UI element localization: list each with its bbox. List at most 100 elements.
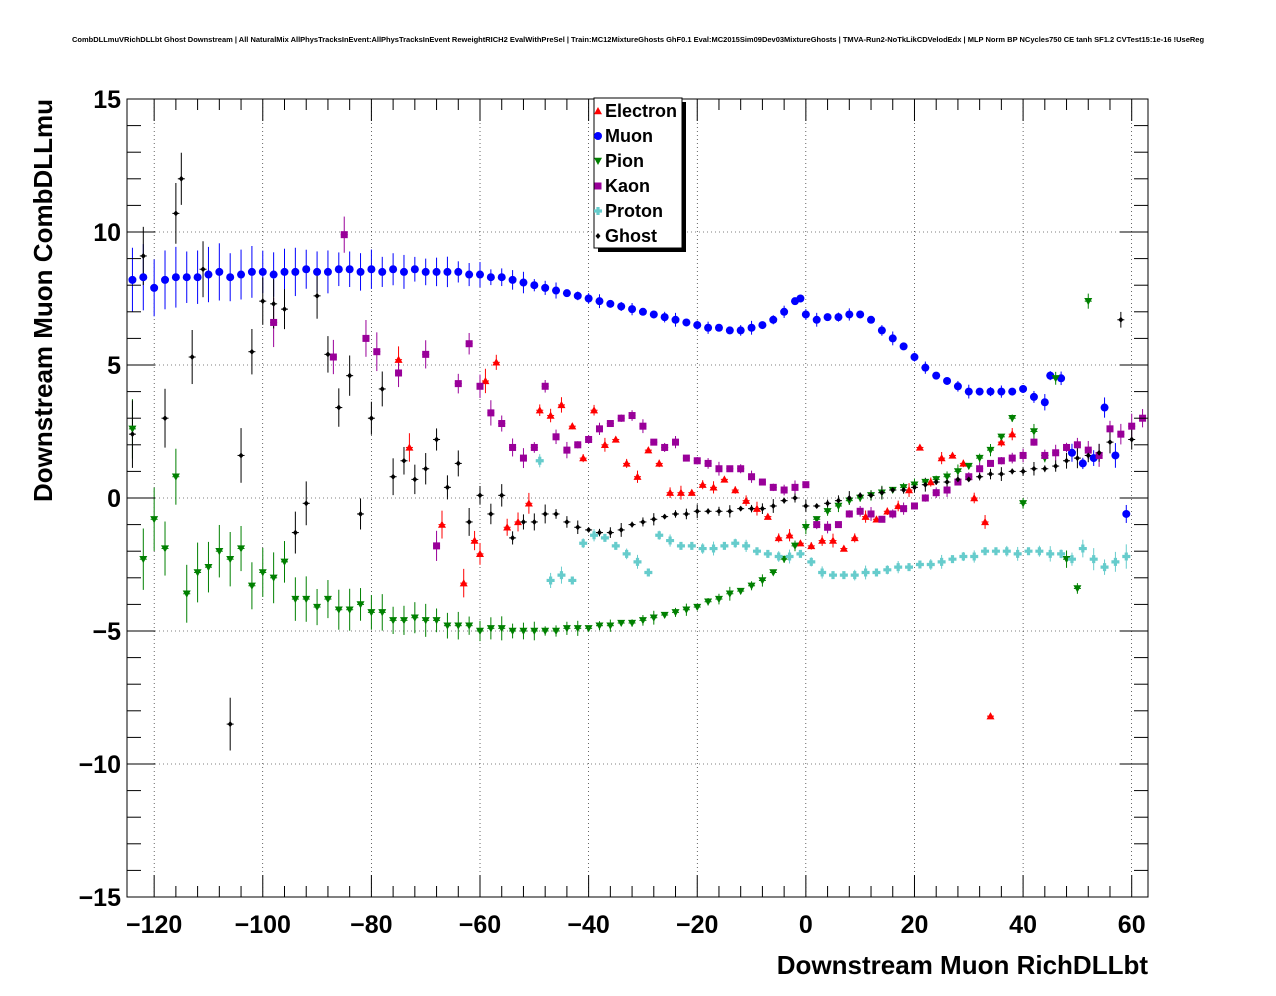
ghost-point — [792, 495, 798, 501]
kaon-point — [813, 521, 821, 529]
electron-point — [644, 446, 653, 454]
electron-point — [492, 358, 501, 366]
pion-point — [595, 622, 604, 630]
pion-point — [476, 627, 485, 635]
ghost-point — [1074, 455, 1080, 462]
pion-point — [801, 524, 810, 532]
legend-label: Ghost — [605, 226, 657, 246]
muon-point — [1122, 509, 1131, 518]
muon-point — [747, 323, 756, 332]
ghost-point — [683, 510, 689, 517]
electron-point — [742, 496, 751, 504]
legend-entry-proton: Proton — [594, 201, 663, 221]
ghost-point — [542, 510, 548, 517]
muon-point — [943, 376, 952, 385]
electron-point — [948, 451, 957, 459]
pion-point — [280, 558, 289, 566]
ghost-point — [662, 513, 668, 520]
ghost-point — [966, 476, 972, 483]
ghost-point — [1053, 463, 1059, 470]
ghost-point — [1064, 457, 1070, 464]
muon-point — [584, 294, 593, 303]
kaon-point — [433, 542, 441, 550]
kaon-point — [340, 231, 348, 239]
muon-point — [932, 371, 941, 380]
muon-point — [796, 294, 805, 303]
muon-point — [780, 307, 789, 316]
ghost-point — [1107, 439, 1113, 446]
pion-point — [432, 617, 441, 625]
ghost-point — [575, 524, 581, 531]
muon-point — [280, 267, 289, 276]
pion-point — [367, 609, 376, 617]
electron-point — [829, 536, 838, 544]
ghost-point — [238, 452, 244, 459]
electron-point — [839, 544, 848, 552]
muon-point — [508, 275, 517, 284]
ghost-point — [455, 460, 461, 467]
muon-point — [682, 318, 691, 327]
pion-point — [519, 627, 528, 635]
pion-point — [638, 617, 647, 625]
kaon-point — [661, 443, 669, 451]
proton-point — [622, 549, 631, 558]
proton-point — [568, 576, 577, 585]
x-tick-label: −40 — [567, 911, 609, 939]
pion-point — [128, 425, 137, 433]
pion-point — [193, 569, 202, 577]
muon-point — [356, 267, 365, 276]
proton-point — [818, 568, 827, 577]
proton-point — [872, 568, 881, 577]
pion-point — [1008, 415, 1017, 423]
ghost-point — [825, 500, 831, 507]
kaon-point — [748, 473, 756, 481]
electron-point — [590, 406, 599, 414]
y-tick-label: 15 — [93, 86, 121, 114]
ghost-point — [814, 502, 820, 509]
ghost-point — [520, 518, 526, 525]
y-tick-label: −5 — [92, 618, 121, 646]
proton-point — [915, 560, 924, 569]
muon-point — [714, 323, 723, 332]
kaon-point — [650, 438, 658, 446]
ghost-point — [868, 492, 874, 499]
muon-point — [182, 273, 191, 282]
proton-point — [600, 533, 609, 542]
ghost-point — [749, 505, 755, 512]
ghost-point — [347, 372, 353, 379]
proton-point — [991, 547, 1000, 556]
kaon-point — [682, 454, 690, 462]
kaon-point — [910, 502, 918, 510]
muon-point — [215, 267, 224, 276]
legend-marker-ghost — [595, 233, 601, 239]
legend-marker-muon — [594, 132, 602, 140]
kaon-point — [329, 353, 337, 361]
legend: Electron Muon Pion Kaon Proton Ghost — [593, 97, 686, 252]
muon-point — [910, 353, 919, 362]
pion-point — [671, 609, 680, 617]
x-tick-label: −100 — [235, 911, 291, 939]
muon-point — [834, 313, 843, 322]
pion-point — [964, 462, 973, 471]
muon-point — [334, 265, 343, 274]
pion-point — [237, 545, 246, 553]
legend-label: Kaon — [605, 176, 650, 196]
muon-point — [660, 313, 669, 322]
kaon-point — [541, 382, 549, 390]
pion-point — [541, 627, 550, 635]
muon-point — [921, 363, 930, 372]
y-tick-label: 5 — [107, 352, 121, 380]
ghost-point — [358, 510, 364, 517]
kaon-point — [997, 457, 1005, 465]
kaon-point — [552, 433, 560, 441]
proton-point — [1035, 547, 1044, 556]
muon-point — [562, 289, 571, 298]
muon-point — [150, 283, 159, 292]
proton-point — [666, 536, 675, 545]
electron-point — [709, 483, 718, 491]
ghost-point — [596, 529, 602, 536]
ghost-point — [955, 476, 961, 483]
pion-point — [226, 555, 235, 564]
kaon-point — [737, 465, 745, 473]
ghost-point — [1020, 468, 1026, 475]
